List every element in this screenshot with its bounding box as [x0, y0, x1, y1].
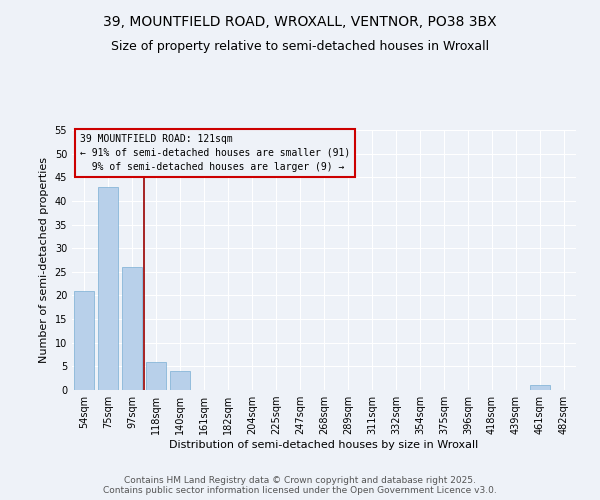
Bar [146, 362, 166, 390]
Bar [122, 267, 142, 390]
Text: 39, MOUNTFIELD ROAD, WROXALL, VENTNOR, PO38 3BX: 39, MOUNTFIELD ROAD, WROXALL, VENTNOR, P… [103, 15, 497, 29]
Y-axis label: Number of semi-detached properties: Number of semi-detached properties [39, 157, 49, 363]
Text: Size of property relative to semi-detached houses in Wroxall: Size of property relative to semi-detach… [111, 40, 489, 53]
Text: 39 MOUNTFIELD ROAD: 121sqm
← 91% of semi-detached houses are smaller (91)
  9% o: 39 MOUNTFIELD ROAD: 121sqm ← 91% of semi… [80, 134, 350, 172]
Bar [530, 386, 550, 390]
Text: Contains HM Land Registry data © Crown copyright and database right 2025.
Contai: Contains HM Land Registry data © Crown c… [103, 476, 497, 495]
Bar [98, 186, 118, 390]
X-axis label: Distribution of semi-detached houses by size in Wroxall: Distribution of semi-detached houses by … [169, 440, 479, 450]
Bar [170, 371, 190, 390]
Bar [74, 290, 94, 390]
